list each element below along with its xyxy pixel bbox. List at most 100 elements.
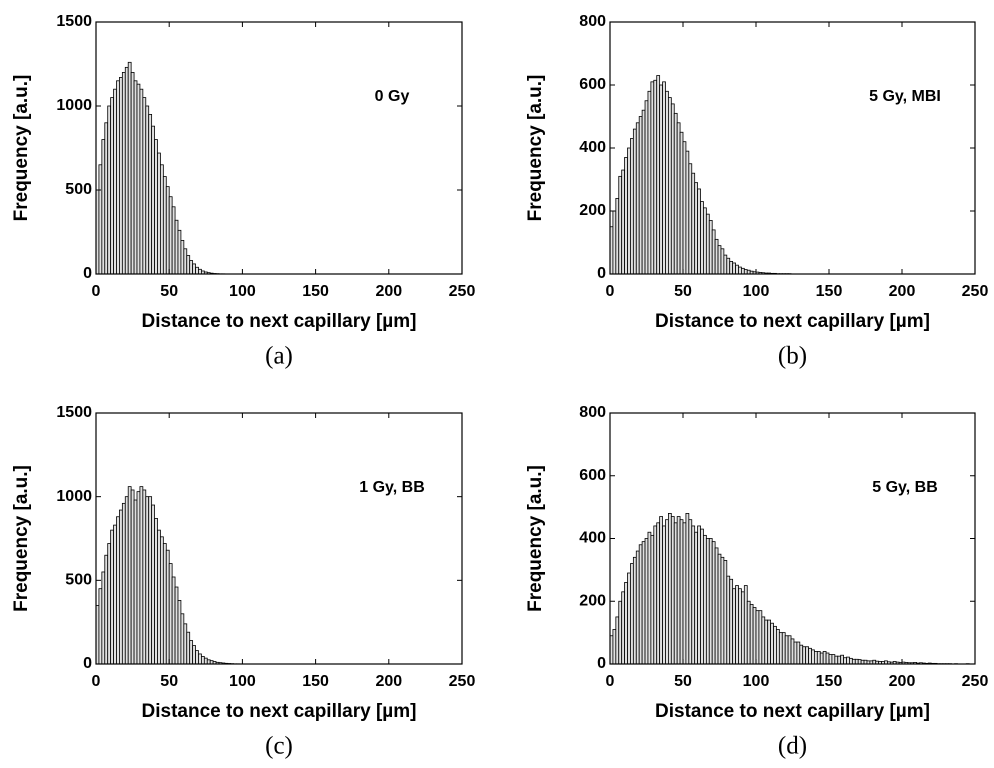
x-axis-label: Distance to next capillary [µm] bbox=[655, 701, 930, 722]
bar bbox=[642, 542, 645, 664]
bar bbox=[668, 98, 671, 274]
bar bbox=[686, 513, 689, 664]
bar bbox=[155, 518, 158, 664]
bar bbox=[645, 101, 648, 274]
bar bbox=[146, 497, 149, 664]
bar bbox=[181, 240, 184, 274]
bar bbox=[709, 220, 712, 274]
bar bbox=[125, 67, 128, 274]
bar bbox=[689, 164, 692, 274]
bar bbox=[642, 110, 645, 274]
bar bbox=[721, 249, 724, 274]
bar bbox=[143, 98, 146, 274]
x-tick-label: 200 bbox=[889, 283, 916, 300]
y-tick-label: 600 bbox=[579, 76, 606, 93]
bar bbox=[817, 651, 820, 664]
bar bbox=[105, 555, 108, 664]
bar bbox=[660, 517, 663, 664]
y-tick-label: 500 bbox=[65, 572, 92, 589]
bar bbox=[809, 648, 812, 664]
y-tick-label: 1000 bbox=[56, 488, 92, 505]
bar bbox=[633, 557, 636, 664]
bar bbox=[715, 548, 718, 664]
bar bbox=[178, 230, 181, 274]
bar bbox=[111, 98, 114, 274]
bar bbox=[128, 487, 131, 664]
bar bbox=[651, 535, 654, 664]
y-tick-label: 1500 bbox=[56, 13, 92, 30]
bar bbox=[196, 267, 199, 274]
bar bbox=[668, 513, 671, 664]
x-tick-label: 150 bbox=[816, 283, 843, 300]
bar bbox=[841, 655, 844, 664]
bar bbox=[677, 123, 680, 274]
bar bbox=[140, 487, 143, 664]
bar bbox=[741, 268, 744, 274]
panel-label: (b) bbox=[778, 343, 807, 370]
bar bbox=[779, 633, 782, 664]
x-axis-label: Distance to next capillary [µm] bbox=[142, 701, 417, 722]
bar bbox=[140, 89, 143, 274]
y-axis-label: Frequency [a.u.] bbox=[525, 75, 546, 222]
bar bbox=[131, 490, 134, 664]
bar bbox=[838, 656, 841, 664]
bar bbox=[756, 611, 759, 664]
bar bbox=[172, 207, 175, 274]
bar bbox=[727, 258, 730, 274]
x-tick-label: 250 bbox=[962, 283, 989, 300]
x-tick-label: 200 bbox=[375, 283, 402, 300]
bar bbox=[116, 81, 119, 274]
y-axis-label: Frequency [a.u.] bbox=[11, 465, 32, 612]
x-tick-label: 0 bbox=[92, 283, 101, 300]
y-axis-label: Frequency [a.u.] bbox=[525, 465, 546, 612]
y-tick-label: 0 bbox=[83, 265, 92, 282]
bar bbox=[715, 239, 718, 274]
bar bbox=[762, 617, 765, 664]
bar bbox=[730, 261, 733, 274]
bar bbox=[674, 523, 677, 664]
x-tick-label: 100 bbox=[229, 673, 256, 690]
bar bbox=[686, 151, 689, 274]
bar bbox=[727, 576, 730, 664]
bar bbox=[633, 129, 636, 274]
bar bbox=[791, 639, 794, 664]
bar bbox=[196, 651, 199, 664]
bar bbox=[198, 654, 201, 664]
bar bbox=[671, 104, 674, 274]
x-tick-label: 250 bbox=[449, 283, 476, 300]
bar bbox=[765, 620, 768, 664]
bar bbox=[636, 551, 639, 664]
bar bbox=[105, 123, 108, 274]
bar bbox=[852, 659, 855, 664]
bar bbox=[849, 658, 852, 664]
bar bbox=[175, 587, 178, 664]
x-tick-label: 250 bbox=[449, 673, 476, 690]
bar bbox=[654, 526, 657, 664]
bar bbox=[680, 520, 683, 664]
y-tick-label: 400 bbox=[579, 530, 606, 547]
bar bbox=[163, 544, 166, 664]
bar bbox=[119, 77, 122, 274]
bar bbox=[639, 545, 642, 664]
bar bbox=[759, 611, 762, 664]
x-tick-label: 0 bbox=[606, 673, 615, 690]
y-tick-label: 800 bbox=[579, 404, 606, 421]
bar bbox=[102, 572, 105, 664]
bar bbox=[648, 91, 651, 274]
bar bbox=[774, 626, 777, 664]
panel-label: (d) bbox=[778, 733, 807, 760]
bar bbox=[114, 525, 117, 664]
bar bbox=[721, 557, 724, 664]
bar bbox=[622, 170, 625, 274]
bar bbox=[657, 76, 660, 274]
bar bbox=[768, 620, 771, 664]
bar bbox=[146, 106, 149, 274]
bar bbox=[701, 529, 704, 664]
bar bbox=[677, 517, 680, 664]
y-axis-label: Frequency [a.u.] bbox=[11, 75, 32, 222]
bar bbox=[116, 517, 119, 664]
bar bbox=[166, 187, 169, 274]
bar bbox=[698, 526, 701, 664]
bar bbox=[119, 510, 122, 664]
